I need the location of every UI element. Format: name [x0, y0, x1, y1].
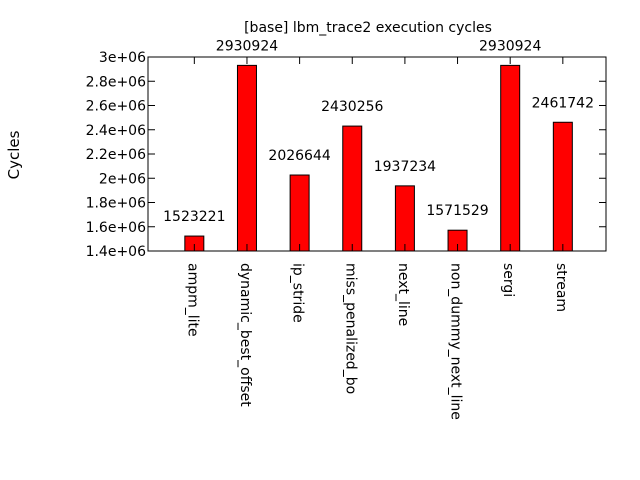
x-category-label: ip_stride	[290, 263, 306, 323]
x-category-label: ampm_lite	[184, 263, 200, 337]
bar-value-label: 1937234	[374, 159, 436, 175]
y-axis-label: Cycles	[5, 130, 23, 179]
bar	[342, 125, 363, 252]
x-category-label: stream	[553, 263, 569, 312]
y-tick-label: 2.4e+06	[86, 123, 147, 139]
y-tick-label: 2.2e+06	[86, 147, 147, 163]
x-category-label: sergi	[500, 263, 516, 297]
x-category-label: next_line	[395, 263, 411, 326]
x-category-label: dynamic_best_offset	[237, 263, 253, 407]
y-tick-label: 2.8e+06	[86, 74, 147, 90]
bars	[184, 64, 573, 252]
bar-value-label: 2461742	[532, 95, 594, 111]
y-tick-label: 2.6e+06	[86, 99, 147, 115]
bar-value-label: 2430256	[321, 99, 383, 115]
y-tick-label: 1.8e+06	[86, 196, 147, 212]
bar	[500, 64, 521, 252]
y-axis-ticks: 1.4e+06 1.6e+06 1.8e+06 2e+06 2.2e+06 2.4e+06…	[86, 50, 606, 260]
x-category-label: miss_penalized_bo	[342, 263, 358, 394]
bar-value-label: 2930924	[216, 38, 278, 54]
bar	[394, 185, 415, 252]
y-tick-label: 2e+06	[99, 171, 146, 187]
bar	[552, 121, 573, 252]
data-labels: 1523221 2930924 2026644 2430256 1937234 15715…	[163, 38, 594, 225]
bar-value-label: 2930924	[479, 38, 541, 54]
y-tick-label: 3e+06	[99, 50, 146, 66]
chart-title: [base] lbm_trace2 execution cycles	[244, 20, 492, 36]
bar-value-label: 1523221	[163, 209, 225, 225]
bar	[289, 174, 310, 252]
bar	[236, 64, 257, 252]
y-tick-label: 1.6e+06	[86, 220, 147, 236]
x-category-label: non_dummy_next_line	[448, 263, 464, 420]
x-axis-categories: ampm_lite dynamic_best_offset ip_stride mis…	[184, 263, 569, 420]
bar-value-label: 1571529	[426, 203, 488, 219]
bar-value-label: 2026644	[268, 148, 330, 164]
y-tick-label: 1.4e+06	[86, 244, 147, 260]
